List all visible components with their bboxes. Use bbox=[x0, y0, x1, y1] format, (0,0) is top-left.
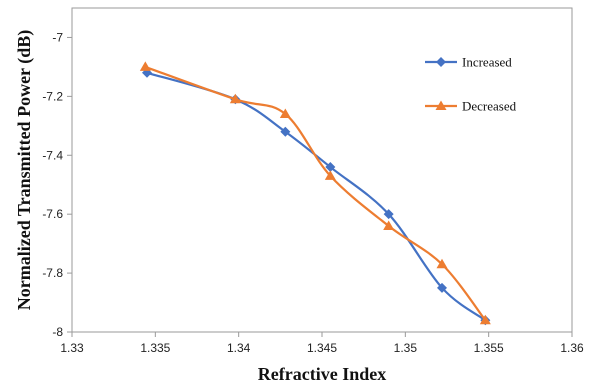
legend: Increased Decreased bbox=[425, 55, 517, 114]
series-decreased bbox=[139, 61, 491, 325]
y-axis-ticks: -7 -7.2 -7.4 -7.6 -7.8 -8 bbox=[42, 30, 72, 339]
x-tick-label: 1.35 bbox=[394, 341, 418, 355]
data-point-decreased bbox=[436, 258, 448, 269]
x-axis-ticks: 1.33 1.335 1.34 1.345 1.35 1.355 1.36 bbox=[60, 332, 584, 355]
y-axis-title: Normalized Transmitted Power (dB) bbox=[14, 30, 35, 310]
legend-item-increased: Increased bbox=[425, 55, 512, 70]
x-axis-title: Refractive Index bbox=[258, 364, 386, 384]
data-point-decreased bbox=[279, 108, 291, 119]
series-layer bbox=[139, 61, 491, 326]
data-point-increased bbox=[437, 282, 447, 293]
y-tick-label: -7.2 bbox=[42, 89, 63, 103]
x-tick-label: 1.33 bbox=[60, 341, 84, 355]
x-tick-label: 1.355 bbox=[474, 341, 504, 355]
data-point-increased bbox=[325, 162, 336, 173]
y-tick-label: -8 bbox=[52, 325, 63, 339]
y-tick-label: -7.4 bbox=[42, 148, 63, 162]
x-tick-label: 1.36 bbox=[560, 341, 584, 355]
data-point-decreased bbox=[383, 220, 395, 230]
data-point-increased bbox=[383, 209, 394, 220]
legend-marker-decreased bbox=[435, 100, 447, 110]
y-tick-label: -7.6 bbox=[42, 207, 63, 221]
y-tick-label: -7.8 bbox=[42, 266, 63, 280]
data-point-decreased bbox=[229, 93, 241, 104]
series-line-increased bbox=[146, 71, 486, 322]
x-tick-label: 1.34 bbox=[227, 341, 251, 355]
data-point-increased bbox=[280, 126, 291, 137]
legend-label-decreased: Decreased bbox=[462, 99, 517, 114]
data-point-decreased bbox=[324, 170, 336, 180]
y-tick-label: -7 bbox=[52, 30, 63, 44]
legend-label-increased: Increased bbox=[462, 55, 512, 70]
x-tick-label: 1.345 bbox=[307, 341, 337, 355]
x-tick-label: 1.335 bbox=[140, 341, 170, 355]
legend-marker-increased bbox=[436, 57, 446, 67]
legend-item-decreased: Decreased bbox=[425, 99, 517, 114]
data-point-decreased bbox=[139, 61, 151, 71]
data-point-decreased bbox=[479, 314, 491, 325]
